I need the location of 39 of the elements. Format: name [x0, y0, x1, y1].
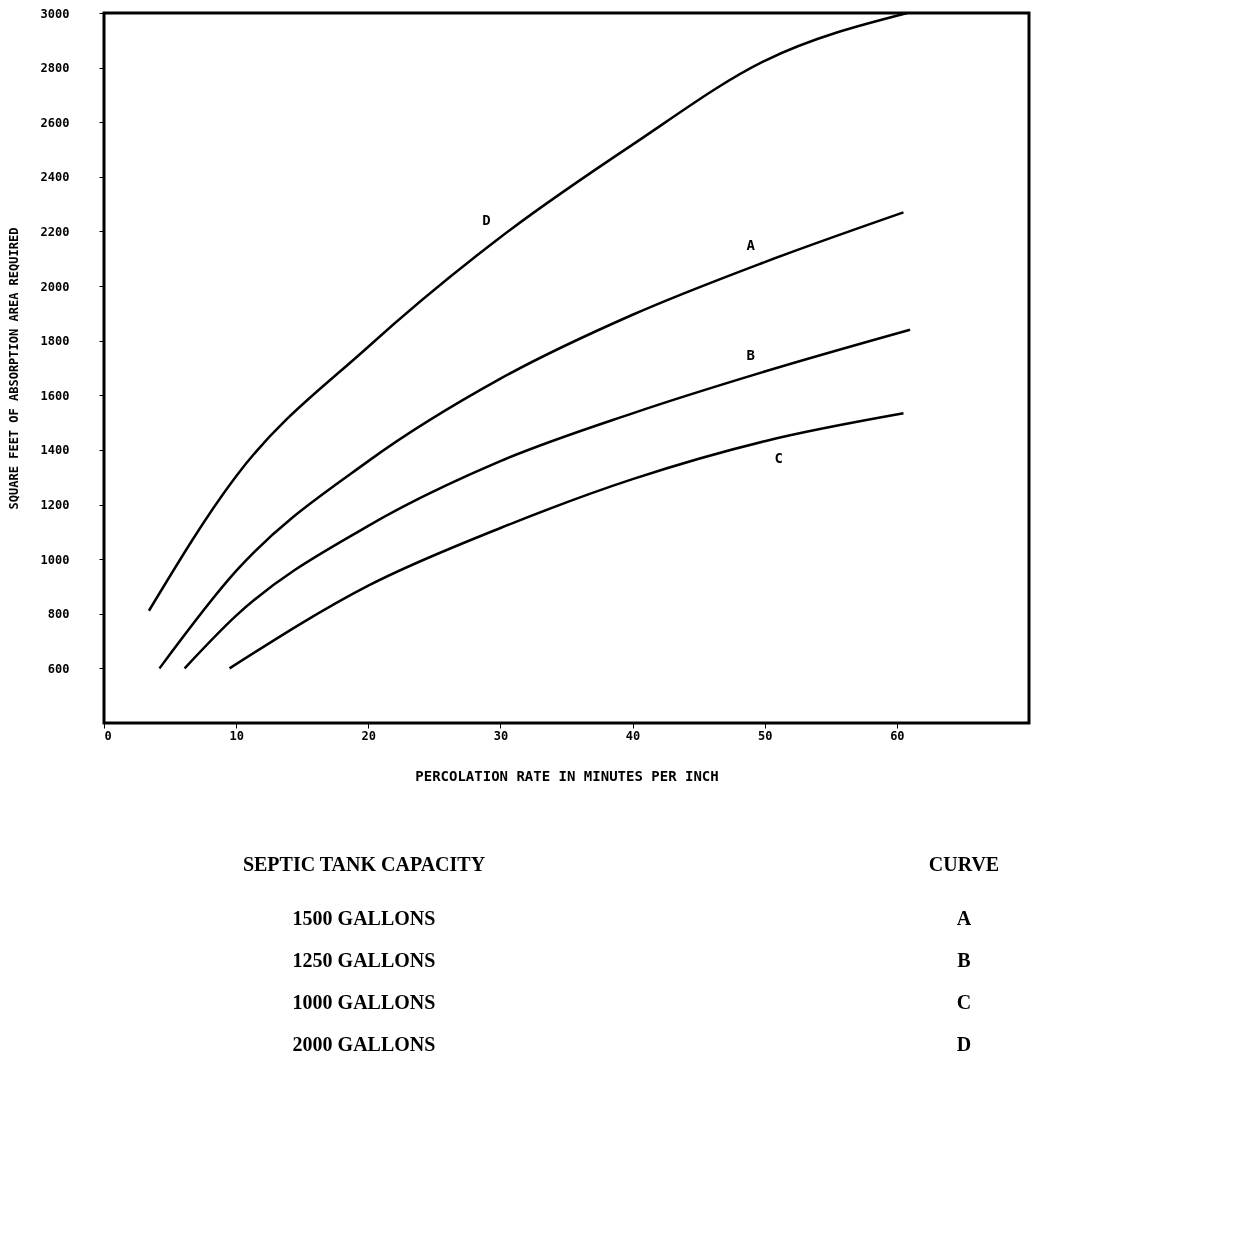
text: 1250 GALLONS — [292, 949, 436, 971]
y-tick-label: 2600 — [40, 115, 70, 130]
y-tick-label: 2000 — [40, 279, 70, 294]
text: 1000 GALLONS — [292, 991, 436, 1013]
text: C — [956, 991, 972, 1013]
series-label: A — [746, 237, 756, 254]
text: A — [956, 907, 972, 929]
y-tick-label: 2800 — [40, 61, 70, 76]
x-tick-label: 40 — [625, 728, 641, 743]
text: CURVE — [928, 853, 1000, 875]
y-tick-label: 800 — [47, 607, 70, 622]
y-tick-label: 2200 — [40, 224, 70, 239]
text: SEPTIC TANK CAPACITY — [242, 853, 486, 875]
x-axis-title: PERCOLATION RATE IN MINUTES PER INCH — [415, 767, 719, 784]
y-axis-title: SQUARE FEET OF ABSORPTION AREA REQUIRED — [6, 227, 21, 510]
y-tick-label: 1000 — [40, 552, 70, 567]
x-tick-label: 30 — [493, 728, 509, 743]
line-series — [228, 412, 905, 670]
text: D — [956, 1033, 972, 1055]
x-tick-label: 0 — [104, 728, 112, 743]
x-tick-label: 50 — [757, 728, 773, 743]
text: 1500 GALLONS — [292, 907, 436, 929]
y-tick-label: 3000 — [40, 6, 70, 21]
x-tick-label: 60 — [890, 728, 905, 743]
x-tick-label: 10 — [229, 728, 244, 743]
y-tick-label: 1600 — [40, 388, 70, 403]
y-tick-label: 1800 — [40, 334, 70, 349]
y-tick-label: 1400 — [40, 443, 70, 458]
series-label: D — [482, 212, 491, 229]
line-series — [183, 328, 912, 670]
y-tick-label: 1200 — [40, 498, 70, 513]
y-tick-label: 2400 — [40, 170, 70, 185]
text: 2000 GALLONS — [292, 1033, 436, 1055]
series-label: B — [746, 346, 755, 363]
series-label: C — [774, 450, 783, 467]
y-tick-label: 600 — [47, 661, 70, 676]
text: B — [957, 949, 971, 971]
line-series — [158, 211, 905, 670]
x-tick-label: 20 — [361, 728, 377, 743]
